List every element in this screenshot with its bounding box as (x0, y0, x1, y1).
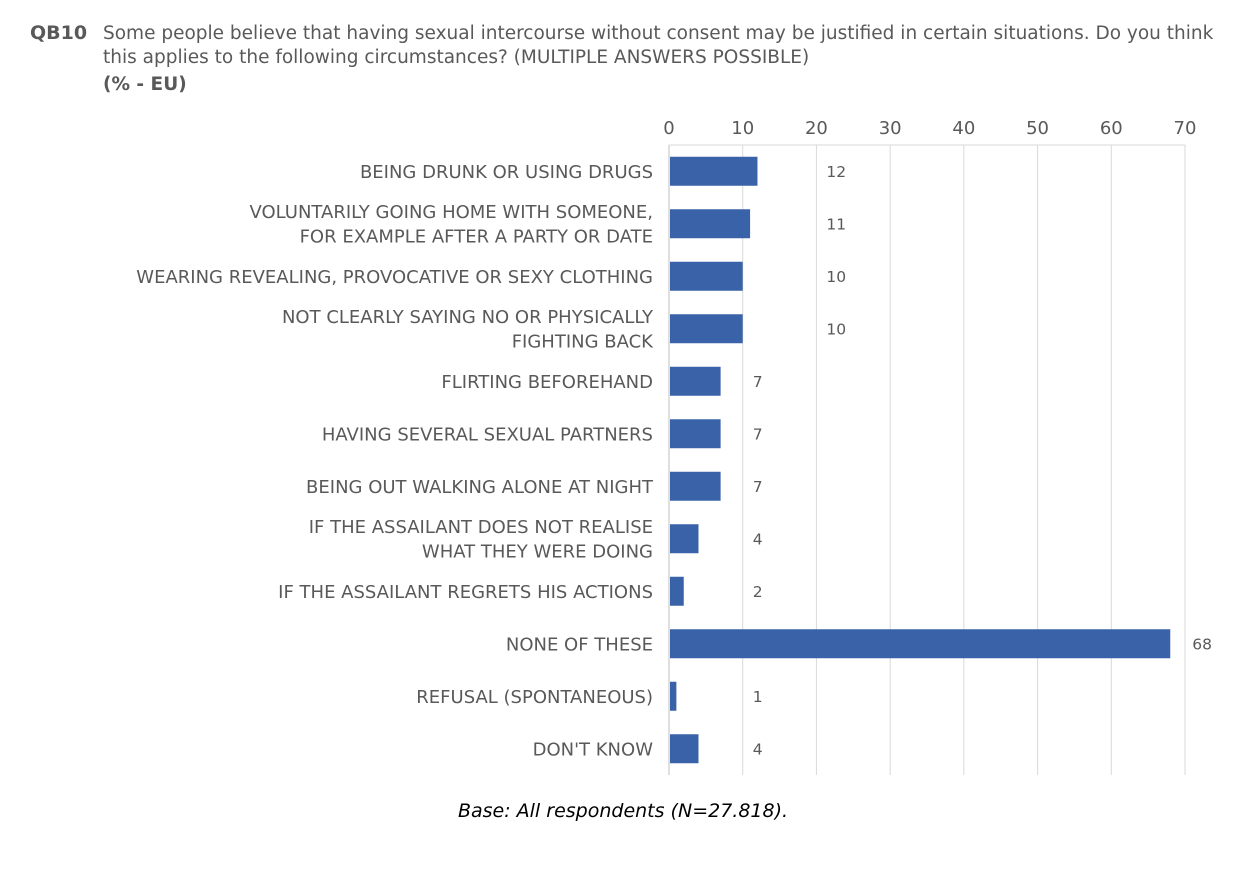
question-code: QB10 (30, 22, 88, 44)
data-label: 12 (826, 163, 846, 181)
x-axis-ticks: 0 10 20 30 40 50 60 70 (663, 118, 1196, 139)
bars (670, 156, 1171, 764)
bar (670, 419, 721, 449)
data-labels: 12 11 10 10 7 7 7 4 2 68 1 4 (753, 163, 1212, 759)
x-tick-label: 60 (1100, 118, 1123, 139)
category-labels: BEING DRUNK OR USING DRUGS VOLUNTARILY GO… (136, 162, 654, 761)
category-label: BEING OUT WALKING ALONE AT NIGHT (306, 477, 654, 498)
data-label: 1 (753, 688, 763, 706)
category-label: HAVING SEVERAL SEXUAL PARTNERS (322, 424, 653, 445)
bar (670, 314, 743, 344)
bar (670, 734, 699, 764)
category-label: VOLUNTARILY GOING HOME WITH SOMEONE, FOR … (250, 202, 654, 248)
gridlines (668, 144, 1186, 775)
category-label: IF THE ASSAILANT DOES NOT REALISE WHAT TH… (309, 517, 653, 563)
category-label: NOT CLEARLY SAYING NO OR PHYSICALLY FIGHT… (282, 307, 654, 353)
unit-label: (% - EU) (103, 74, 187, 95)
data-label: 7 (753, 373, 763, 391)
data-label: 7 (753, 425, 763, 443)
x-tick-label: 40 (952, 118, 975, 139)
bar (670, 209, 751, 239)
category-label: NONE OF THESE (506, 634, 653, 655)
x-tick-label: 0 (663, 118, 674, 139)
bar (670, 366, 721, 396)
data-label: 11 (826, 215, 846, 233)
x-tick-label: 20 (805, 118, 828, 139)
bar (670, 471, 721, 501)
x-tick-label: 50 (1026, 118, 1049, 139)
data-label: 10 (826, 320, 846, 338)
bar (670, 524, 699, 554)
bar (670, 156, 758, 186)
bar (670, 629, 1171, 659)
bar (670, 576, 684, 606)
category-label: IF THE ASSAILANT REGRETS HIS ACTIONS (278, 582, 653, 603)
category-label: DON'T KNOW (533, 739, 654, 760)
question-text: Some people believe that having sexual i… (103, 23, 1214, 68)
bar (670, 261, 743, 291)
x-tick-label: 30 (879, 118, 902, 139)
x-tick-label: 70 (1174, 118, 1197, 139)
category-label: REFUSAL (SPONTANEOUS) (416, 687, 653, 708)
data-label: 7 (753, 478, 763, 496)
data-label: 2 (753, 583, 763, 601)
bar (670, 681, 677, 711)
category-label: BEING DRUNK OR USING DRUGS (360, 162, 653, 183)
category-label: WEARING REVEALING, PROVOCATIVE OR SEXY C… (136, 267, 653, 288)
data-label: 10 (826, 268, 846, 286)
bar-chart: 0 10 20 30 40 50 60 70 BEING DRUNK OR USING DRU… (136, 118, 1212, 775)
base-footnote: Base: All respondents (N=27.818). (457, 800, 789, 822)
category-label: FLIRTING BEFOREHAND (441, 372, 653, 393)
data-label: 4 (753, 530, 763, 548)
x-tick-label: 10 (731, 118, 754, 139)
data-label: 4 (753, 740, 763, 758)
data-label: 68 (1192, 635, 1212, 653)
